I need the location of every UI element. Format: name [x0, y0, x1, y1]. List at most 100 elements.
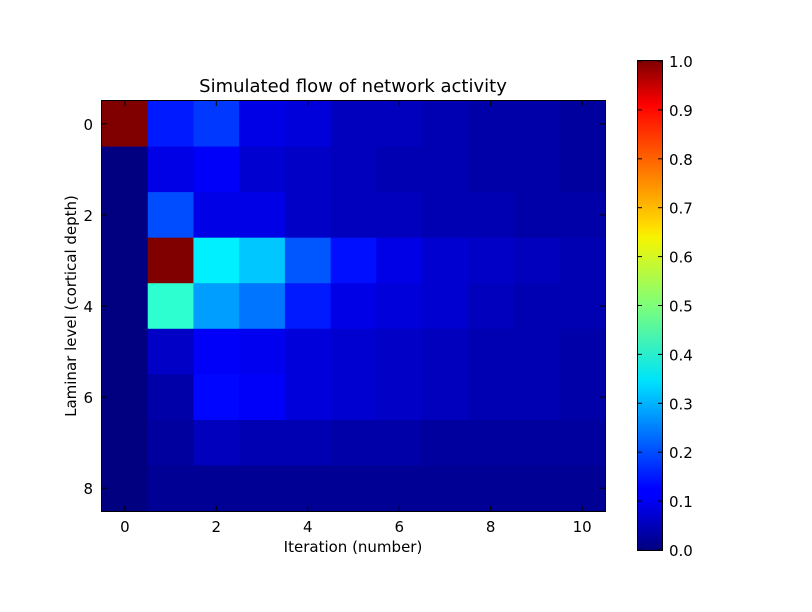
heatmap-cell	[513, 146, 560, 193]
y-tick-label: 2	[83, 207, 93, 225]
heatmap-cell	[376, 328, 423, 375]
colorbar-tick-label: 0.8	[669, 151, 693, 169]
y-axis-label: Laminar level (cortical depth)	[62, 195, 80, 417]
heatmap-cell	[467, 237, 515, 284]
y-tick-label: 4	[83, 298, 93, 316]
heatmap-cell	[147, 374, 195, 421]
heatmap-cell	[239, 374, 286, 421]
heatmap-cell	[284, 192, 332, 239]
heatmap-cell	[330, 465, 377, 512]
heatmap-cell	[102, 419, 149, 467]
heatmap-cell	[467, 192, 515, 239]
heatmap-cell	[559, 419, 606, 467]
heatmap-cell	[559, 237, 606, 284]
heatmap-cell	[559, 465, 606, 512]
heatmap-cell	[193, 283, 240, 330]
heatmap-cell	[376, 192, 423, 239]
heatmap-cell	[284, 419, 332, 467]
heatmap-cell	[467, 146, 515, 193]
heatmap-cell	[193, 419, 240, 467]
heatmap-cell	[513, 465, 560, 512]
x-tick-label: 10	[573, 518, 592, 536]
colorbar-tick-label: 1.0	[669, 53, 693, 71]
colorbar-ticks: 0.0 0.1 0.2 0.3 0.4 0.5 0.6 0.7 0.8 0.9 1.0	[638, 53, 693, 560]
heatmap-cell	[193, 465, 240, 512]
heatmap-cell	[559, 101, 606, 148]
colorbar-tick-label: 0.2	[669, 444, 693, 462]
heatmap-cell	[376, 101, 423, 148]
heatmap-cell	[376, 237, 423, 284]
heatmap-cell	[147, 465, 195, 512]
colorbar-tick-label: 0.0	[669, 542, 693, 560]
heatmap-cell	[513, 237, 560, 284]
heatmap-cell	[284, 101, 332, 148]
heatmap-cell	[422, 101, 469, 148]
heatmap-cell	[467, 283, 515, 330]
heatmap-cell	[422, 146, 469, 193]
heatmap-cells	[102, 101, 606, 512]
heatmap-cell	[513, 374, 560, 421]
heatmap-cell	[102, 192, 149, 239]
heatmap-cell	[239, 328, 286, 375]
heatmap-cell	[147, 237, 195, 284]
heatmap-cell	[284, 283, 332, 330]
colorbar-tick-label: 0.5	[669, 298, 693, 316]
heatmap-cell	[193, 374, 240, 421]
heatmap-cell	[376, 146, 423, 193]
y-tick-label: 6	[83, 389, 93, 407]
x-axis-ticks: 0 2 4 6 8 10	[120, 101, 592, 536]
heatmap-cell	[467, 328, 515, 375]
x-axis-label: Iteration (number)	[284, 538, 423, 556]
colorbar-frame	[637, 60, 663, 551]
y-tick-label: 8	[83, 480, 93, 498]
heatmap-cell	[147, 328, 195, 375]
heatmap-cell	[467, 101, 515, 148]
colorbar-tick-label: 0.7	[669, 200, 693, 218]
heatmap-cell	[102, 465, 149, 512]
heatmap-cell	[513, 101, 560, 148]
heatmap-cell	[559, 283, 606, 330]
heatmap-cell	[193, 101, 240, 148]
heatmap-cell	[422, 419, 469, 467]
x-tick-label: 6	[394, 518, 404, 536]
heatmap-cell	[330, 101, 377, 148]
heatmap-cell	[102, 146, 149, 193]
heatmap-cell	[422, 465, 469, 512]
heatmap-cell	[330, 328, 377, 375]
heatmap-cell	[422, 237, 469, 284]
heatmap-cell	[330, 146, 377, 193]
heatmap-cell	[284, 328, 332, 375]
heatmap-cell	[376, 419, 423, 467]
heatmap-cell	[376, 283, 423, 330]
heatmap-cell	[513, 283, 560, 330]
heatmap-cell	[513, 192, 560, 239]
heatmap-cell	[467, 374, 515, 421]
heatmap-cell	[376, 374, 423, 421]
heatmap-cell	[239, 192, 286, 239]
heatmap-cell	[330, 374, 377, 421]
x-tick-label: 8	[486, 518, 496, 536]
heatmap-cell	[147, 192, 195, 239]
heatmap-cell	[193, 328, 240, 375]
heatmap-cell	[147, 101, 195, 148]
heatmap-cell	[147, 283, 195, 330]
heatmap-cell	[422, 374, 469, 421]
heatmap-cell	[284, 374, 332, 421]
heatmap-cell	[284, 465, 332, 512]
y-axis-ticks: 0 2 4 6 8	[83, 116, 605, 498]
heatmap-cell	[376, 465, 423, 512]
x-tick-label: 2	[212, 518, 222, 536]
colorbar-tick-label: 0.4	[669, 346, 693, 364]
heatmap-cell	[559, 192, 606, 239]
heatmap-cell	[102, 283, 149, 330]
heatmap-cell	[147, 419, 195, 467]
heatmap-cell	[422, 328, 469, 375]
heatmap-cell	[239, 419, 286, 467]
heatmap-cell	[559, 146, 606, 193]
heatmap-cell	[513, 328, 560, 375]
heatmap-cell	[102, 374, 149, 421]
colorbar-tick-label: 0.1	[669, 493, 693, 511]
heatmap-cell	[284, 237, 332, 284]
heatmap-cell	[239, 237, 286, 284]
